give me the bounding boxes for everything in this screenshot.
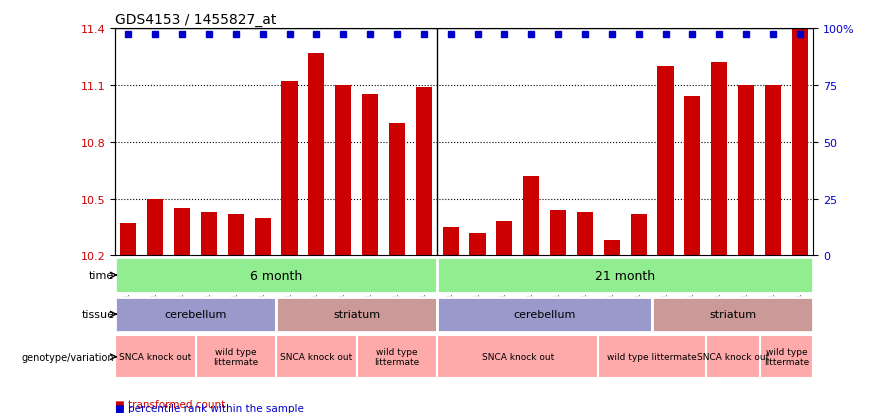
Bar: [120, 224, 136, 256]
Bar: [765, 85, 781, 256]
FancyBboxPatch shape: [356, 335, 438, 379]
FancyBboxPatch shape: [759, 335, 813, 379]
Bar: [362, 95, 378, 256]
FancyBboxPatch shape: [438, 335, 598, 379]
Bar: [792, 29, 808, 256]
Bar: [255, 218, 271, 256]
Bar: [577, 212, 593, 256]
Bar: [604, 241, 620, 256]
FancyBboxPatch shape: [438, 297, 652, 332]
Text: GDS4153 / 1455827_at: GDS4153 / 1455827_at: [115, 12, 277, 26]
Text: tissue: tissue: [81, 309, 114, 319]
Text: ■ percentile rank within the sample: ■ percentile rank within the sample: [115, 403, 304, 413]
Bar: [496, 222, 513, 256]
Text: cerebellum: cerebellum: [514, 309, 575, 319]
Text: wild type littermate: wild type littermate: [607, 352, 697, 361]
Bar: [523, 176, 539, 256]
Text: SNCA knock out: SNCA knock out: [280, 352, 353, 361]
Bar: [630, 214, 647, 256]
Bar: [201, 212, 217, 256]
FancyBboxPatch shape: [438, 258, 813, 293]
FancyBboxPatch shape: [276, 297, 438, 332]
Bar: [469, 233, 485, 256]
Text: 6 month: 6 month: [250, 269, 302, 282]
Bar: [174, 209, 190, 256]
FancyBboxPatch shape: [115, 297, 276, 332]
Text: SNCA knock out: SNCA knock out: [119, 352, 191, 361]
Text: time: time: [89, 271, 114, 280]
Text: wild type
littermate: wild type littermate: [764, 347, 809, 367]
Bar: [335, 85, 351, 256]
Bar: [415, 88, 432, 256]
FancyBboxPatch shape: [705, 335, 759, 379]
FancyBboxPatch shape: [195, 335, 276, 379]
FancyBboxPatch shape: [115, 335, 195, 379]
Text: SNCA knock out: SNCA knock out: [482, 352, 554, 361]
Text: striatum: striatum: [333, 309, 380, 319]
Bar: [684, 97, 700, 256]
Bar: [712, 63, 728, 256]
FancyBboxPatch shape: [598, 335, 705, 379]
Text: cerebellum: cerebellum: [164, 309, 226, 319]
Text: striatum: striatum: [709, 309, 757, 319]
FancyBboxPatch shape: [115, 258, 438, 293]
FancyBboxPatch shape: [276, 335, 356, 379]
Bar: [550, 211, 566, 256]
Bar: [309, 54, 324, 256]
Bar: [658, 67, 674, 256]
Text: genotype/variation: genotype/variation: [22, 352, 114, 362]
Text: 21 month: 21 month: [595, 269, 655, 282]
Bar: [389, 123, 405, 256]
Text: SNCA knock out: SNCA knock out: [697, 352, 769, 361]
Text: wild type
littermate: wild type littermate: [213, 347, 258, 367]
Text: wild type
littermate: wild type littermate: [374, 347, 420, 367]
Bar: [281, 82, 298, 256]
FancyBboxPatch shape: [652, 297, 813, 332]
Bar: [147, 199, 164, 256]
Bar: [738, 85, 754, 256]
Text: ■ transformed count: ■ transformed count: [115, 399, 225, 409]
Bar: [443, 228, 459, 256]
Bar: [228, 214, 244, 256]
